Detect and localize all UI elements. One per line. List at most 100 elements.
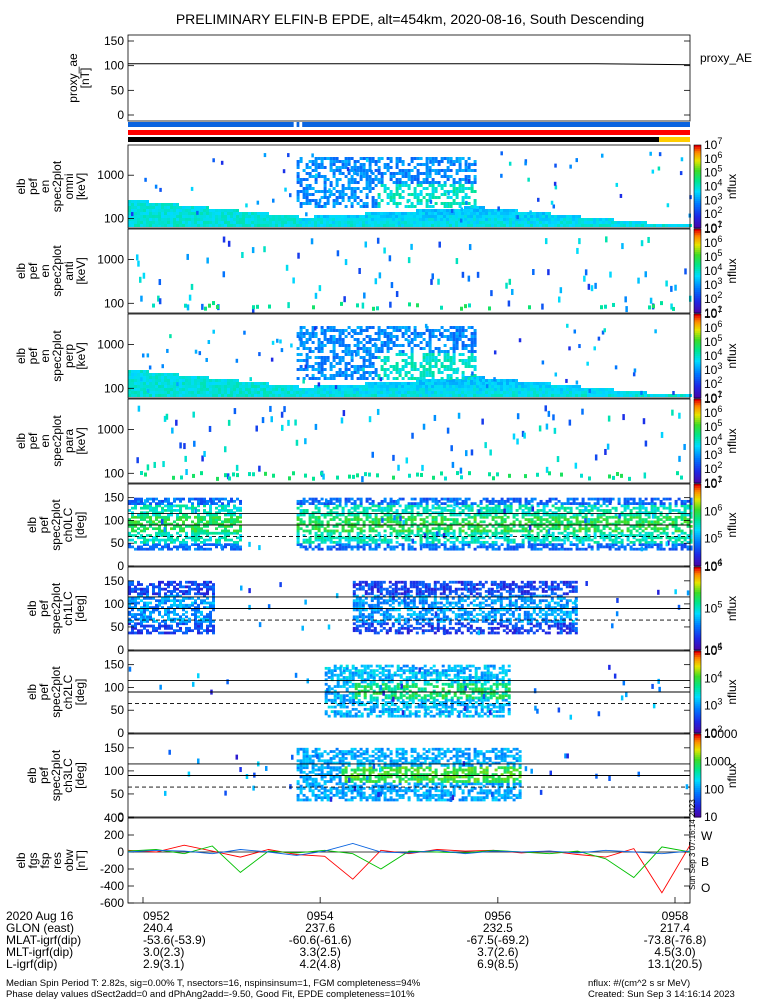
perp-cell bbox=[312, 365, 315, 368]
omni-cell bbox=[557, 215, 560, 218]
perp-cell bbox=[563, 388, 566, 391]
omni-cell bbox=[330, 184, 333, 187]
omni-cell bbox=[426, 175, 429, 178]
omni-cell bbox=[677, 224, 680, 227]
ch0-cell bbox=[197, 509, 200, 512]
omni-cell bbox=[149, 215, 152, 218]
omni-cell bbox=[209, 224, 212, 227]
omni-cell bbox=[338, 224, 341, 227]
omni-cell bbox=[233, 224, 236, 227]
ch0-cell bbox=[137, 527, 140, 530]
omni-cell bbox=[443, 224, 446, 227]
perp-cell bbox=[152, 394, 155, 397]
omni-cell bbox=[143, 224, 146, 227]
perp-cell bbox=[338, 388, 341, 391]
perp-cell bbox=[656, 394, 659, 397]
para-cell bbox=[560, 473, 563, 477]
omni-cell bbox=[212, 158, 215, 162]
perp-cell bbox=[341, 391, 344, 394]
perp-cell bbox=[444, 365, 447, 368]
omni-cell bbox=[245, 215, 248, 218]
omni-cell bbox=[608, 218, 611, 221]
ch0-cell bbox=[312, 548, 315, 551]
ch0-cell bbox=[161, 546, 164, 549]
perp-cell bbox=[236, 391, 239, 394]
omni-cell bbox=[488, 224, 491, 227]
omni-cell bbox=[414, 187, 417, 190]
perp-cell bbox=[351, 374, 354, 377]
perp-cell bbox=[212, 382, 215, 385]
perp-cell bbox=[254, 388, 257, 391]
omni-cell bbox=[512, 221, 515, 224]
omni-cell bbox=[530, 224, 533, 227]
perp-cell bbox=[396, 335, 399, 338]
perp-cell bbox=[377, 391, 380, 394]
omni-cell bbox=[312, 187, 315, 190]
omni-cell bbox=[326, 215, 329, 218]
omni-cell bbox=[339, 160, 342, 163]
omni-cell bbox=[206, 224, 209, 227]
omni-cell bbox=[254, 215, 257, 218]
omni-cell bbox=[447, 196, 450, 199]
perp-cell bbox=[405, 365, 408, 368]
perp-cell bbox=[242, 394, 245, 397]
omni-cell bbox=[452, 224, 455, 227]
omni-cell bbox=[245, 221, 248, 224]
perp-cell bbox=[368, 388, 371, 391]
omni-cell bbox=[287, 224, 290, 227]
omni-cell bbox=[203, 215, 206, 218]
omni-cell bbox=[380, 224, 383, 227]
perp-cell bbox=[494, 350, 497, 354]
perp-cell bbox=[170, 379, 173, 382]
perp-cell bbox=[393, 344, 396, 347]
perp-cell bbox=[233, 382, 236, 385]
omni-cell bbox=[596, 221, 599, 224]
ch0-cell bbox=[414, 516, 417, 519]
ch0-cell bbox=[164, 498, 167, 501]
perp-cell bbox=[426, 371, 429, 374]
omni-cell bbox=[482, 209, 485, 212]
perp-cell bbox=[297, 377, 300, 380]
ch0-cell bbox=[134, 516, 137, 519]
perp-cell bbox=[312, 368, 315, 371]
perp-cell bbox=[324, 374, 327, 377]
ch0-cell bbox=[348, 498, 351, 501]
perp-cell bbox=[387, 350, 390, 353]
perp-cell bbox=[399, 371, 402, 374]
omni-cell bbox=[366, 172, 369, 175]
anti-cell bbox=[545, 238, 548, 244]
omni-cell bbox=[524, 212, 527, 215]
perp-cell bbox=[227, 391, 230, 394]
omni-cell bbox=[465, 201, 468, 205]
omni-cell bbox=[254, 218, 257, 221]
ch0-cell bbox=[170, 502, 173, 505]
perp-cell bbox=[634, 368, 637, 372]
perp-cell bbox=[450, 374, 453, 377]
anti-cell bbox=[363, 293, 366, 299]
perp-cell bbox=[390, 341, 393, 344]
para-cell bbox=[376, 473, 379, 477]
omni-cell bbox=[330, 157, 333, 160]
omni-cell bbox=[257, 218, 260, 221]
omni-cell bbox=[420, 199, 423, 202]
omni-cell bbox=[131, 206, 134, 209]
perp-cell bbox=[173, 385, 176, 388]
omni-cell bbox=[348, 160, 351, 163]
omni-cell bbox=[170, 206, 173, 209]
perp-cell bbox=[491, 391, 494, 394]
omni-cell bbox=[167, 218, 170, 221]
perp-cell bbox=[405, 371, 408, 374]
perp-cell bbox=[360, 341, 363, 344]
para-cell bbox=[423, 424, 426, 430]
ch0-cell bbox=[164, 516, 167, 519]
omni-cell bbox=[324, 202, 327, 205]
perp-cell bbox=[566, 391, 569, 394]
omni-cell bbox=[345, 193, 348, 196]
perp-cell bbox=[351, 377, 354, 380]
perp-cell bbox=[185, 379, 188, 382]
omni-cell bbox=[354, 166, 357, 169]
omni-cell bbox=[449, 224, 452, 227]
perp-cell bbox=[206, 385, 209, 388]
perp-cell bbox=[536, 385, 539, 388]
omni-cell bbox=[491, 221, 494, 224]
